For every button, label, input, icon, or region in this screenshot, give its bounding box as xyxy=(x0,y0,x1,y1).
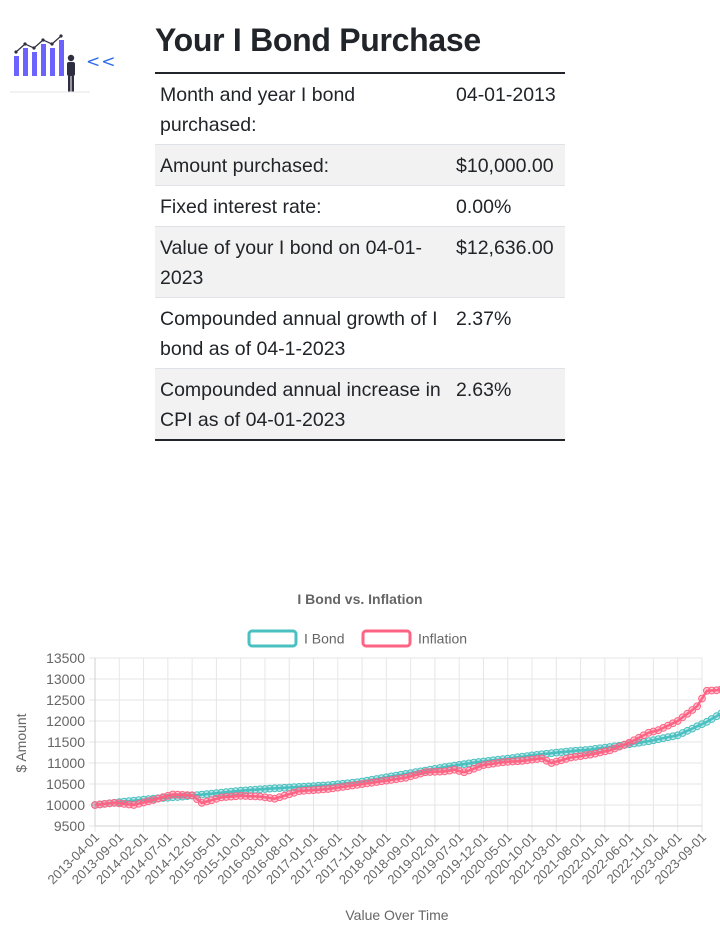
series-line-i-bond xyxy=(94,712,720,807)
chart-legend: I Bond Inflation xyxy=(247,629,467,648)
row-value: 2.63% xyxy=(456,379,512,401)
legend-swatch-inflation[interactable] xyxy=(361,629,412,648)
y-tick-label: 11000 xyxy=(47,755,85,771)
row-value: $10,000.00 xyxy=(456,155,554,177)
page-title: Your I Bond Purchase xyxy=(155,22,481,58)
logo-bar xyxy=(14,56,19,76)
table-row: Amount purchased: $10,000.00 xyxy=(155,144,565,186)
table-row: Month and year I bond purchased: 04-01-2… xyxy=(155,73,565,145)
legend-swatch-ibond[interactable] xyxy=(247,629,298,648)
row-label: Fixed interest rate: xyxy=(160,196,322,218)
legend-label-inflation[interactable]: Inflation xyxy=(418,631,467,647)
logo-person-body xyxy=(67,62,75,76)
ibond-vs-inflation-chart: I Bond vs. Inflation I Bond Inflation 95… xyxy=(13,591,720,923)
y-axis-label: $ Amount xyxy=(13,713,29,772)
y-tick-label: 10500 xyxy=(46,776,85,792)
row-label: Value of your I bond on 04-01-2023 xyxy=(160,237,422,289)
x-axis: 2013-04-012013-09-012014-02-012014-07-01… xyxy=(44,830,709,888)
y-tick-label: 12000 xyxy=(46,713,85,729)
data-point-inflation[interactable] xyxy=(698,694,706,703)
chart-title: I Bond vs. Inflation xyxy=(297,591,422,607)
y-tick-label: 10000 xyxy=(46,797,85,813)
logo-person-head xyxy=(67,54,75,62)
y-tick-label: 13000 xyxy=(46,671,85,687)
chart-series xyxy=(91,685,720,809)
logo-trend-line xyxy=(15,35,62,53)
y-tick-label: 11500 xyxy=(47,734,85,750)
logo-bar xyxy=(59,40,64,76)
y-tick-label: 13500 xyxy=(46,650,85,666)
row-value: 2.37% xyxy=(456,308,512,330)
series-inflation xyxy=(91,685,720,809)
x-axis-label: Value Over Time xyxy=(345,907,448,923)
purchase-summary-table: Month and year I bond purchased: 04-01-2… xyxy=(155,72,565,441)
legend-label-ibond[interactable]: I Bond xyxy=(304,631,344,647)
logo-bar xyxy=(41,44,46,76)
row-value: 04-01-2013 xyxy=(456,84,556,106)
logo-bar xyxy=(23,48,28,76)
y-tick-label: 12500 xyxy=(46,692,85,708)
row-value: 0.00% xyxy=(456,196,512,218)
row-label: Compounded annual growth of I bond as of… xyxy=(160,308,438,360)
table-row: Value of your I bond on 04-01-2023 $12,6… xyxy=(155,226,565,298)
row-label: Compounded annual increase in CPI as of … xyxy=(160,379,441,431)
table-row: Compounded annual growth of I bond as of… xyxy=(155,297,565,369)
table-row: Compounded annual increase in CPI as of … xyxy=(155,368,565,440)
logo-chart-illustration xyxy=(10,34,90,93)
logo-bar xyxy=(50,48,55,76)
series-line-inflation xyxy=(94,688,720,807)
y-axis: 9500 10000 10500 11000 11500 12000 12500 13000 1… xyxy=(46,650,85,834)
row-label: Amount purchased: xyxy=(160,155,330,177)
logo-bar xyxy=(32,52,37,76)
table-row: Fixed interest rate: 0.00% xyxy=(155,185,565,227)
chart-grid xyxy=(89,657,703,832)
back-link[interactable]: << xyxy=(86,52,117,72)
row-value: $12,636.00 xyxy=(456,237,554,259)
y-tick-label: 9500 xyxy=(54,818,85,834)
row-label: Month and year I bond purchased: xyxy=(160,84,356,136)
data-point-inflation[interactable] xyxy=(693,702,701,711)
